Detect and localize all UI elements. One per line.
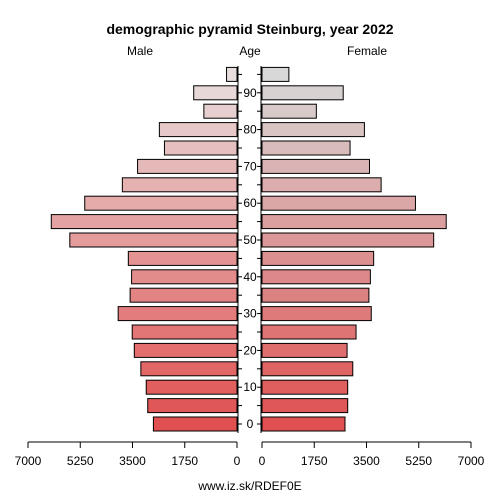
male-bar [129,287,238,303]
male-bar [50,214,238,230]
female-bar [261,214,447,230]
age-tick-label: 80 [243,123,257,137]
age-tick-label: 60 [243,196,257,210]
female-bar [261,177,382,193]
age-tick-label: 90 [243,86,257,100]
male-bars [50,66,238,432]
female-bar [261,287,370,303]
male-bar [121,177,238,193]
male-bar [140,361,238,377]
source-label: www.iz.sk/RDEF0E [197,479,301,493]
male-bar [133,342,238,358]
male-bar [203,103,238,119]
age-tick-label: 70 [243,159,257,173]
male-bar [117,306,238,322]
female-bar [261,158,370,174]
female-bar [261,269,371,285]
male-bar [147,398,238,414]
female-bar [261,195,416,211]
age-tick-label: 40 [243,270,257,284]
female-bar [261,232,435,248]
age-tick-label: 20 [243,343,257,357]
female-x-tick-label: 1750 [301,454,328,468]
female-bar [261,361,354,377]
male-x-tick-label: 3500 [119,454,146,468]
age-tick-label: 30 [243,307,257,321]
female-x-axis: 7000 5250 3500 1750 0 [259,441,485,468]
male-bar [193,85,238,101]
female-bars [261,66,447,432]
female-bar [261,306,372,322]
female-label: Female [347,44,387,58]
male-x-axis: 7000 5250 3500 1750 0 [15,441,241,468]
male-x-tick-label: 0 [234,454,241,468]
female-bar [261,342,348,358]
male-bar [131,269,238,285]
chart-title: demographic pyramid Steinburg, year 2022 [106,21,393,37]
female-bar [261,398,349,414]
male-bar [145,379,238,395]
female-x-tick-label: 5250 [405,454,432,468]
male-x-tick-label: 7000 [15,454,42,468]
age-label: Age [239,44,261,58]
female-bar [261,122,365,138]
male-bar [131,324,238,340]
female-bar [261,379,349,395]
female-bar [261,85,344,101]
male-bar [127,250,238,266]
male-bar [226,66,238,82]
male-x-tick-label: 5250 [67,454,94,468]
male-bar [69,232,238,248]
female-bar [261,416,346,432]
female-x-tick-label: 7000 [458,454,485,468]
female-bar [261,66,290,82]
female-bar [261,250,375,266]
male-bar [152,416,238,432]
female-bar [261,103,317,119]
age-axis: 0 10 20 30 40 50 60 70 80 90 [237,66,262,433]
age-tick-label: 0 [247,417,254,431]
female-bar [261,324,357,340]
female-x-tick-label: 3500 [353,454,380,468]
female-x-tick-label: 0 [259,454,266,468]
male-x-tick-label: 1750 [171,454,198,468]
male-bar [137,158,238,174]
age-tick-label: 10 [243,380,257,394]
male-bar [158,122,238,138]
age-tick-label: 50 [243,233,257,247]
female-bar [261,140,351,156]
male-label: Male [127,44,153,58]
male-bar [84,195,238,211]
male-bar [163,140,238,156]
